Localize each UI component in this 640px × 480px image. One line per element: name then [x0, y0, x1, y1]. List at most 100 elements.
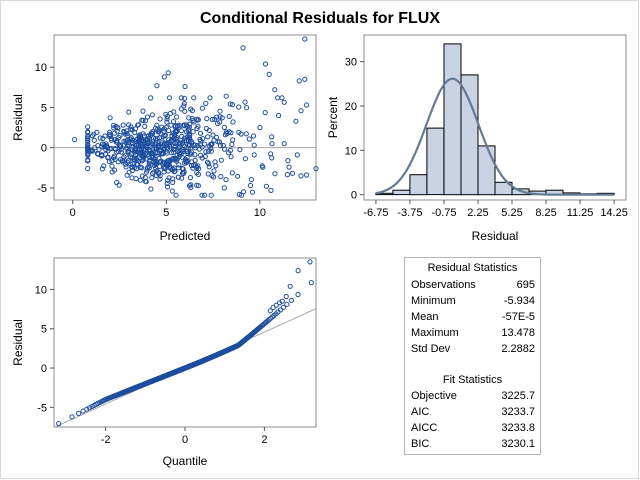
data-point — [207, 95, 213, 101]
qq-point — [295, 268, 301, 274]
data-point — [199, 192, 205, 198]
data-point — [91, 137, 97, 143]
data-point — [166, 143, 173, 149]
y-tick-label: 10 — [345, 145, 357, 157]
data-point — [218, 157, 224, 163]
data-point — [179, 133, 185, 140]
stat-row: Mean -57E-5 — [411, 311, 535, 325]
qq-point — [284, 301, 290, 307]
data-point — [185, 158, 191, 164]
data-point — [199, 105, 205, 111]
data-point — [144, 114, 151, 120]
histogram-bar — [392, 189, 411, 196]
x-tick-label: -3.75 — [397, 207, 422, 219]
data-point — [115, 159, 121, 165]
data-point — [313, 166, 319, 172]
data-point — [213, 163, 219, 169]
x-tick-label: 2.25 — [467, 207, 488, 219]
data-point — [204, 159, 211, 165]
data-point — [186, 134, 192, 140]
data-point — [151, 159, 157, 165]
data-point — [181, 95, 188, 102]
data-point — [228, 154, 234, 160]
data-point — [213, 134, 220, 140]
data-point — [132, 129, 138, 136]
data-point — [200, 136, 206, 142]
qq-point — [56, 421, 62, 427]
data-point — [166, 128, 172, 134]
data-point — [182, 108, 188, 114]
data-point — [85, 157, 91, 163]
data-point — [129, 175, 135, 181]
data-point — [236, 191, 242, 197]
data-point — [142, 123, 148, 130]
data-point — [161, 74, 167, 80]
data-point — [163, 111, 169, 117]
data-point — [148, 95, 154, 101]
data-point — [171, 109, 177, 115]
x-tick-label: 8.25 — [535, 207, 556, 219]
data-point — [126, 109, 132, 115]
data-point — [155, 142, 161, 148]
data-point — [179, 175, 185, 181]
data-point — [184, 134, 190, 140]
data-point — [165, 70, 171, 76]
qq-point — [295, 291, 301, 298]
data-point — [85, 129, 91, 135]
data-point — [302, 76, 308, 82]
data-point — [174, 114, 180, 120]
plot-frame — [53, 34, 317, 201]
data-point — [210, 132, 216, 138]
data-point — [296, 78, 302, 84]
stat-label: Objective — [411, 390, 457, 402]
stat-label: AIC — [411, 406, 430, 418]
qq-point — [76, 410, 82, 416]
data-point — [111, 125, 117, 131]
x-tick-label: 5 — [163, 207, 169, 219]
data-point — [177, 144, 183, 150]
data-point — [206, 164, 212, 170]
data-point — [174, 123, 181, 129]
data-point — [215, 120, 221, 127]
stat-value: 695 — [516, 279, 535, 291]
stat-row: Std Dev 2.2882 — [411, 343, 535, 357]
x-tick-label: 2 — [261, 434, 267, 446]
data-point — [154, 168, 160, 174]
data-point — [149, 175, 155, 181]
data-point — [257, 125, 263, 131]
data-point — [144, 165, 150, 171]
x-tick-label: 11.25 — [567, 207, 594, 219]
stat-row: Minimum -5.934 — [411, 295, 535, 309]
data-point — [140, 147, 146, 153]
data-point — [262, 110, 268, 116]
data-point — [99, 166, 106, 172]
figure-title: Conditional Residuals for FLUX — [199, 10, 440, 27]
data-point — [170, 179, 176, 185]
data-point — [206, 161, 212, 167]
data-point — [188, 184, 194, 191]
data-point — [188, 106, 194, 112]
data-point — [172, 155, 178, 162]
data-point — [112, 167, 118, 173]
data-point — [164, 119, 170, 125]
data-point — [294, 152, 300, 158]
data-point — [242, 99, 248, 105]
data-point — [260, 164, 266, 170]
data-point — [114, 139, 120, 145]
data-point — [223, 177, 229, 183]
data-point — [285, 158, 291, 164]
data-point — [175, 174, 181, 180]
stat-label: Std Dev — [411, 343, 451, 355]
data-point — [85, 142, 91, 148]
data-point — [284, 172, 290, 178]
data-point — [148, 186, 154, 192]
data-point — [289, 170, 295, 176]
stat-label: Minimum — [411, 295, 456, 307]
y-tick-label: 0 — [41, 363, 47, 375]
data-point — [195, 163, 201, 169]
data-point — [251, 142, 257, 148]
data-point — [91, 131, 97, 137]
data-point — [217, 108, 223, 114]
data-point — [103, 141, 109, 147]
data-point — [114, 149, 120, 155]
